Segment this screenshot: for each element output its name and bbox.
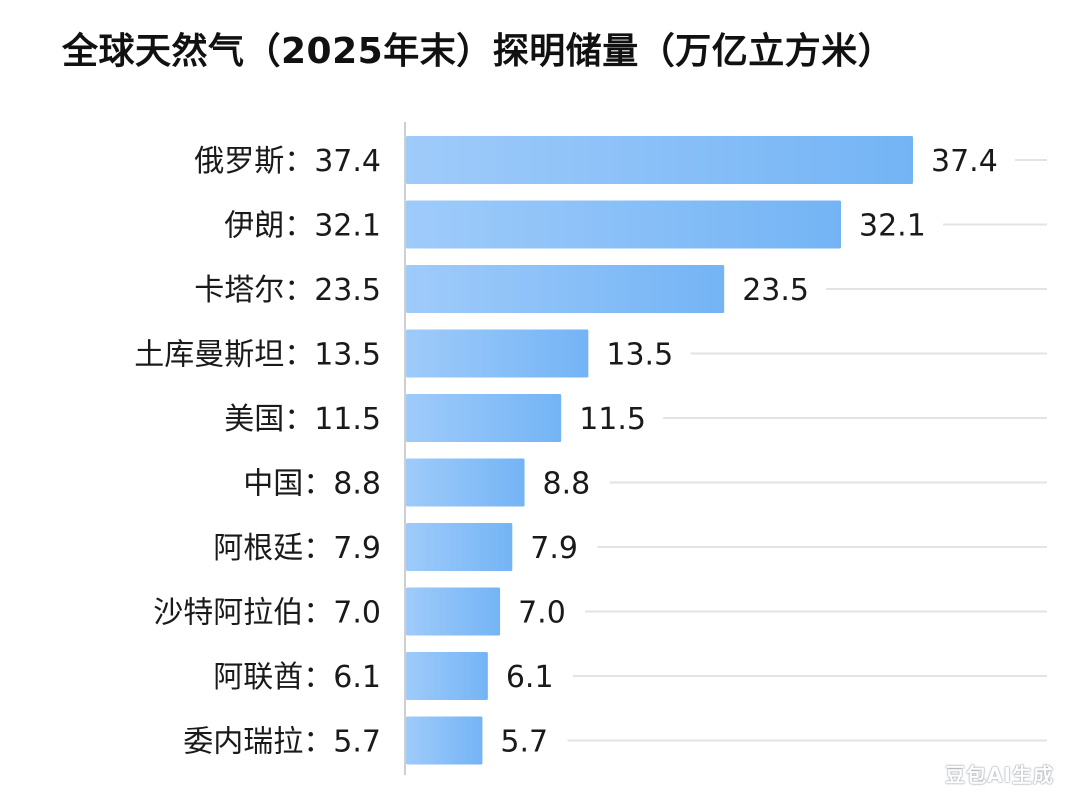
bars [406, 136, 913, 765]
bar [406, 523, 513, 571]
value-label: 23.5 [742, 273, 809, 308]
value-label: 13.5 [606, 338, 673, 373]
bar [406, 200, 842, 249]
grid-lines [567, 159, 1047, 742]
category-label: 沙特阿拉伯：7.0 [153, 596, 381, 631]
value-label: 5.7 [500, 725, 548, 760]
bar [406, 652, 488, 700]
value-label: 8.8 [543, 467, 591, 502]
category-label: 俄罗斯：37.4 [194, 144, 381, 179]
bar [406, 587, 501, 636]
value-label: 6.1 [506, 660, 554, 695]
category-labels: 俄罗斯：37.4 伊朗：32.1 卡塔尔：23.5 土库曼斯坦：13.5 美国：11.5… [134, 144, 381, 760]
category-label: 委内瑞拉：5.7 [183, 725, 381, 760]
category-label: 阿根廷：7.9 [213, 531, 381, 566]
value-label: 7.9 [530, 531, 578, 566]
value-label: 7.0 [518, 596, 566, 631]
bar [406, 136, 913, 184]
value-label: 37.4 [931, 144, 998, 179]
watermark-text: 豆包AI生成 [945, 763, 1054, 787]
bar [406, 265, 725, 313]
bar [406, 329, 589, 378]
bar [406, 716, 483, 765]
value-labels: 37.432.1 23.5 13.5 11.5 8.8 7.9 7.0 6.1 5.7 [500, 144, 997, 760]
value-label: 11.5 [579, 402, 646, 437]
bar [406, 458, 525, 507]
bar [406, 394, 562, 442]
category-label: 阿联酋：6.1 [213, 660, 381, 695]
category-label: 土库曼斯坦：13.5 [134, 338, 381, 373]
category-label: 卡塔尔：23.5 [194, 273, 381, 308]
category-label: 美国：11.5 [224, 402, 381, 437]
category-label: 中国：8.8 [243, 467, 381, 502]
category-label: 伊朗：32.1 [224, 209, 381, 244]
chart-title: 全球天然气（2025年末）探明储量（万亿立方米） [62, 31, 895, 72]
value-label: 32.1 [859, 209, 926, 244]
